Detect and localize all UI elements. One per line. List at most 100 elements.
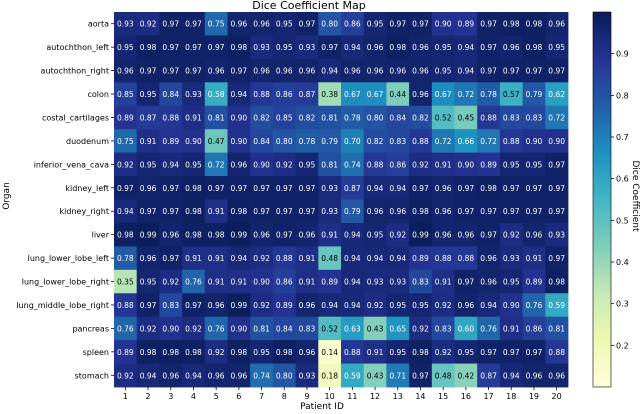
colorbar-segment [593, 15, 611, 19]
heatmap-cell [545, 222, 569, 247]
cell-value-label: 0.94 [344, 43, 361, 52]
cell-value-label: 0.84 [389, 113, 406, 122]
column-label: 11 [347, 392, 357, 401]
colorbar-tick-label: 0.2 [616, 341, 629, 350]
colorbar-segment [593, 46, 611, 51]
heatmap-cell [136, 58, 160, 83]
cell-value-label: 0.97 [140, 67, 157, 76]
cell-value-label: 0.97 [548, 67, 565, 76]
heatmap-cell [499, 269, 523, 294]
cell-value-label: 0.97 [230, 67, 247, 76]
heatmap-cell [341, 363, 365, 388]
heatmap-cell [114, 12, 138, 36]
heatmap-cell [295, 293, 319, 318]
cell-value-label: 0.98 [230, 207, 247, 216]
heatmap-cell [182, 269, 206, 294]
cell-value-label: 0.89 [457, 20, 474, 29]
cell-value-label: 0.93 [503, 254, 520, 263]
cell-value-label: 0.93 [367, 278, 384, 287]
cell-value-label: 0.94 [344, 231, 361, 240]
heatmap-cell [114, 35, 138, 60]
column-label: 3 [168, 392, 173, 401]
colorbar-segment [593, 99, 611, 104]
colorbar-segment [593, 158, 611, 163]
heatmap-cell [477, 222, 501, 247]
cell-value-label: 0.42 [457, 371, 474, 380]
heatmap-cell [318, 363, 342, 388]
colorbar-segment [593, 212, 611, 216]
heatmap-cell [136, 176, 160, 200]
cell-value-label: 0.88 [276, 254, 293, 263]
heatmap-cell [204, 12, 228, 36]
colorbar-segment [593, 374, 611, 379]
cell-value-label: 0.97 [253, 184, 270, 193]
heatmap-cell [272, 246, 296, 271]
cell-value-label: 0.85 [276, 113, 293, 122]
colorbar-segment [593, 380, 611, 385]
cell-value-label: 0.92 [435, 301, 452, 310]
cell-value-label: 0.48 [435, 371, 452, 380]
cell-value-label: 0.94 [344, 301, 361, 310]
cell-value-label: 0.93 [117, 20, 134, 29]
cell-value-label: 0.97 [480, 20, 497, 29]
cell-value-label: 0.96 [457, 301, 474, 310]
cell-value-label: 0.84 [253, 137, 270, 146]
colorbar-segment [593, 271, 611, 276]
heatmap-cell [318, 105, 342, 130]
cell-value-label: 0.88 [367, 160, 384, 169]
cell-value-label: 0.82 [412, 113, 429, 122]
colorbar-tick-label: 0.8 [616, 91, 629, 100]
heatmap-cell [204, 199, 228, 224]
heatmap-cell [318, 246, 342, 271]
cell-value-label: 0.96 [276, 67, 293, 76]
column-label: 20 [552, 392, 562, 401]
heatmap-cell [477, 199, 501, 224]
heatmap-cell [363, 199, 387, 224]
heatmap-cell [318, 176, 342, 200]
heatmap-cell [522, 199, 546, 224]
heatmap-cell [431, 105, 455, 130]
heatmap-cell [477, 105, 501, 130]
column-label: 10 [325, 392, 335, 401]
heatmap-cell [318, 129, 342, 154]
colorbar-segment [593, 108, 611, 113]
column-label: 15 [438, 392, 448, 401]
colorbar-segment [593, 137, 611, 141]
heatmap-cell [250, 58, 274, 83]
heatmap-cell [522, 58, 546, 83]
heatmap-cell [499, 12, 523, 36]
heatmap-cell [136, 12, 160, 36]
colorbar-segment [593, 221, 611, 226]
cell-value-label: 0.94 [389, 184, 406, 193]
colorbar-segment [593, 349, 611, 354]
heatmap-cell [204, 293, 228, 318]
heatmap-cell [250, 35, 274, 60]
cell-value-label: 0.96 [299, 301, 316, 310]
heatmap-cell [159, 105, 183, 130]
heatmap-cell [227, 12, 251, 36]
colorbar-segment [593, 71, 611, 76]
cell-value-label: 0.97 [503, 184, 520, 193]
cell-value-label: 0.70 [344, 137, 361, 146]
cell-value-label: 0.89 [526, 278, 543, 287]
colorbar-segment [593, 193, 611, 197]
heatmap-cell [477, 293, 501, 318]
heatmap-cell [114, 316, 138, 341]
heatmap-cell [341, 105, 365, 130]
cell-value-label: 0.90 [526, 137, 543, 146]
colorbar-segment [593, 171, 611, 176]
cell-value-label: 0.59 [548, 301, 565, 310]
cell-value-label: 0.97 [457, 184, 474, 193]
colorbar-segment [593, 49, 611, 54]
cell-value-label: 0.97 [412, 184, 429, 193]
column-label: 5 [214, 392, 219, 401]
cell-value-label: 0.95 [367, 231, 384, 240]
row-label: pancreas [72, 324, 109, 333]
heatmap-cell [295, 35, 319, 60]
cell-value-label: 0.96 [230, 371, 247, 380]
cell-value-label: 0.89 [117, 113, 134, 122]
cell-value-label: 0.90 [253, 160, 270, 169]
heatmap-cell [522, 105, 546, 130]
colorbar-segment [593, 146, 611, 151]
cell-value-label: 0.97 [162, 67, 179, 76]
